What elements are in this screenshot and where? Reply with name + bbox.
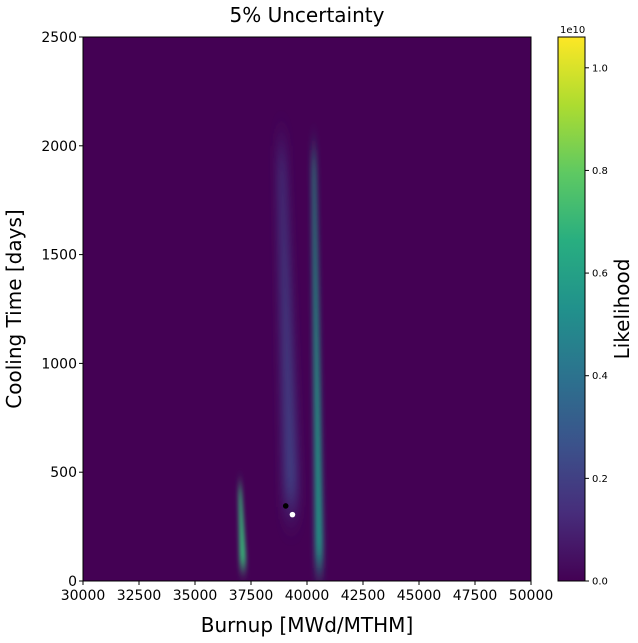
colorbar-label: Likelihood bbox=[610, 259, 634, 360]
marker-point bbox=[289, 511, 296, 518]
colorbar-tick-label: 0.4 bbox=[592, 371, 608, 382]
chart-title: 5% Uncertainty bbox=[230, 3, 385, 27]
y-tick-label: 1500 bbox=[41, 248, 77, 264]
x-tick-label: 47500 bbox=[453, 588, 498, 604]
x-tick-label: 32500 bbox=[117, 588, 162, 604]
y-tick-label: 2500 bbox=[41, 30, 77, 46]
y-tick-label: 0 bbox=[68, 574, 77, 590]
x-tick-label: 40000 bbox=[285, 588, 330, 604]
x-tick-label: 50000 bbox=[509, 588, 554, 604]
x-tick-label: 35000 bbox=[173, 588, 218, 604]
x-axis-label: Burnup [MWd/MTHM] bbox=[201, 613, 414, 637]
x-tick-label: 30000 bbox=[61, 588, 106, 604]
colorbar-tick-label: 0.0 bbox=[592, 577, 608, 588]
colorbar-tick-label: 0.6 bbox=[592, 269, 608, 280]
likelihood-region bbox=[278, 145, 299, 508]
colorbar-exponent: 1e10 bbox=[560, 25, 585, 36]
x-tick-label: 42500 bbox=[341, 588, 386, 604]
colorbar-tick-label: 0.2 bbox=[592, 474, 608, 485]
x-tick-label: 45000 bbox=[397, 588, 442, 604]
likelihood-region bbox=[312, 150, 324, 568]
y-tick-label: 500 bbox=[50, 465, 77, 481]
colorbar bbox=[557, 36, 586, 582]
y-tick-label: 1000 bbox=[41, 356, 77, 372]
likelihood-region bbox=[238, 485, 247, 568]
colorbar-tick-label: 1.0 bbox=[592, 63, 608, 74]
x-tick-label: 37500 bbox=[229, 588, 274, 604]
colorbar-tick-label: 0.8 bbox=[592, 166, 608, 177]
y-axis-ticks: 0 500 1000 1500 2000 2500 bbox=[41, 30, 83, 590]
x-axis-ticks: 30000 32500 35000 37500 40000 42500 45000 47500… bbox=[61, 581, 554, 604]
plot-background bbox=[83, 37, 531, 581]
marker-point bbox=[282, 503, 289, 509]
colorbar-ticks: 0.0 0.2 0.4 0.6 0.8 1.0 bbox=[585, 63, 608, 588]
likelihood-regions bbox=[238, 145, 324, 568]
markers bbox=[282, 503, 296, 518]
y-axis-label: Cooling Time [days] bbox=[2, 209, 26, 408]
y-tick-label: 2000 bbox=[41, 139, 77, 155]
